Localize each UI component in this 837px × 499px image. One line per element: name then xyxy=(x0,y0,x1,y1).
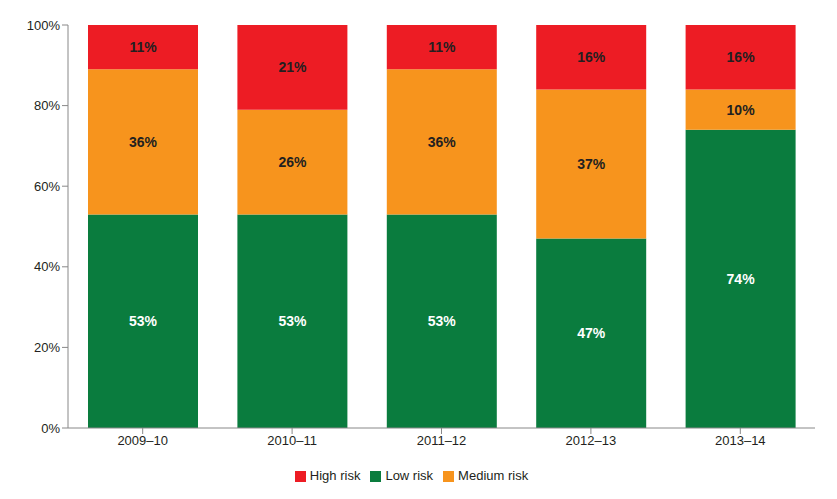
svg-text:100%: 100% xyxy=(27,18,61,33)
svg-text:11%: 11% xyxy=(428,39,456,55)
svg-text:10%: 10% xyxy=(727,102,756,118)
html-text:Low risk: Low risk xyxy=(385,468,434,483)
svg-text:53%: 53% xyxy=(129,313,158,329)
svg-text:11%: 11% xyxy=(129,39,157,55)
html-text:High risk: High risk xyxy=(309,468,361,483)
svg-text:21%: 21% xyxy=(278,59,307,75)
svg-text:26%: 26% xyxy=(278,154,307,170)
svg-text:53%: 53% xyxy=(278,313,307,329)
svg-text:40%: 40% xyxy=(34,259,60,274)
svg-text:36%: 36% xyxy=(129,134,158,150)
svg-text:2010–11: 2010–11 xyxy=(267,433,317,448)
svg-text:2012–13: 2012–13 xyxy=(566,433,617,448)
html-text:Medium risk: Medium risk xyxy=(458,468,529,483)
svg-text:60%: 60% xyxy=(34,179,60,194)
svg-text:36%: 36% xyxy=(428,134,457,150)
svg-text:74%: 74% xyxy=(727,271,756,287)
svg-text:37%: 37% xyxy=(577,156,606,172)
svg-text:53%: 53% xyxy=(428,313,457,329)
svg-text:16%: 16% xyxy=(577,49,606,65)
svg-text:47%: 47% xyxy=(577,325,606,341)
svg-text:2009–10: 2009–10 xyxy=(117,433,168,448)
svg-text:16%: 16% xyxy=(727,49,756,65)
svg-text:20%: 20% xyxy=(34,340,60,355)
svg-text:80%: 80% xyxy=(34,98,60,113)
svg-text:2011–12: 2011–12 xyxy=(417,433,467,448)
svg-text:2013–14: 2013–14 xyxy=(715,433,766,448)
svg-text:0%: 0% xyxy=(41,421,60,436)
